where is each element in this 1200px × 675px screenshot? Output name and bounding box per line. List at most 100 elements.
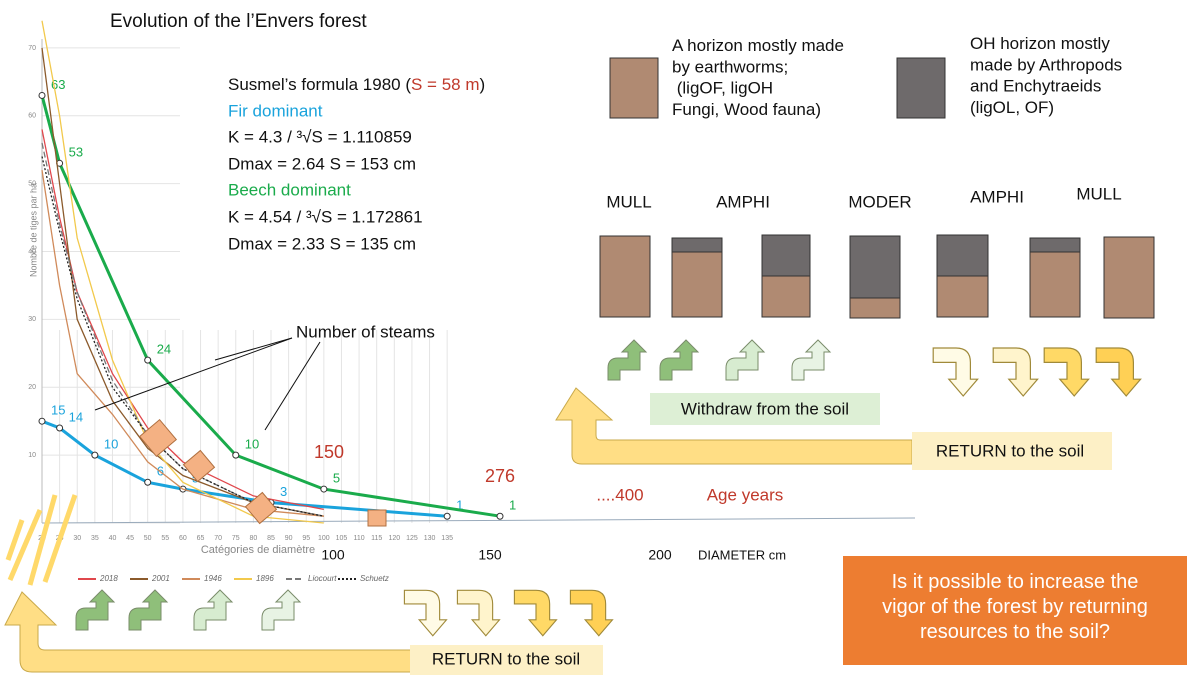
formula: Susmel’s formula 1980 (S = 58 m) Fir dom…: [228, 75, 485, 253]
annotation: 276: [485, 466, 515, 486]
point: [443, 512, 451, 520]
data-label: 1: [456, 498, 463, 513]
annotation: DIAMETER cm: [698, 547, 786, 562]
text: K = 4.3 / ³√S = 1.110859: [228, 127, 412, 146]
point: [38, 417, 46, 425]
axis: [41, 517, 916, 524]
point: [232, 451, 240, 459]
data-label: 24: [157, 342, 171, 357]
x-tick-label: 90: [285, 535, 293, 542]
pointer: [94, 337, 293, 411]
x-tick-label: 30: [73, 535, 81, 542]
annotation: Age years: [707, 485, 784, 504]
pointer: [264, 341, 321, 431]
label-box: [912, 432, 1112, 470]
annotation: 150: [314, 442, 344, 462]
x-tick-label: 70: [214, 535, 222, 542]
text: Dmax = 2.33 S = 135 cm: [228, 234, 416, 253]
x-tick-label: 95: [302, 535, 310, 542]
humus-columns: [599, 234, 1155, 319]
legend-label: 1896: [256, 574, 274, 583]
title: Evolution of the l’Envers forest: [110, 11, 367, 32]
legend-label: 2001: [151, 574, 170, 583]
point: [496, 512, 504, 520]
legend-label: 1946: [204, 574, 222, 583]
line: [41, 20, 324, 524]
data-label: 14: [69, 409, 83, 424]
point: [144, 478, 152, 486]
x-tick-label: 105: [336, 535, 348, 542]
data-label: 10: [104, 437, 118, 452]
x-tick-label: 80: [249, 535, 257, 542]
y-tick-label: 60: [28, 113, 36, 120]
point: [56, 424, 64, 432]
legend-label: Liocourt: [308, 574, 337, 583]
label-box: [650, 393, 880, 425]
line: [40, 95, 501, 518]
y-tick-label: 20: [28, 384, 36, 391]
chart: 0102030405060702025303540455055606570758…: [28, 20, 916, 583]
data-label: 1: [509, 498, 516, 513]
label: MULL: [1076, 184, 1121, 203]
point: [91, 451, 99, 459]
question: Is it possible to increase the vigor of t…: [882, 571, 1148, 643]
x-tick-label: 35: [91, 535, 99, 542]
y-axis-label: Nombre de tiges par ha: [28, 183, 38, 277]
data-label: 15: [51, 403, 65, 418]
x-tick-label: 55: [161, 535, 169, 542]
annotation: Number of steams: [296, 322, 435, 341]
x-tick-label: 45: [126, 535, 134, 542]
data-label: 5: [333, 471, 340, 486]
annotation: 150: [478, 547, 502, 563]
text: Beech dominant: [228, 180, 351, 199]
label: AMPHI: [716, 192, 770, 211]
text: Fir dominant: [228, 101, 323, 120]
point: [144, 356, 152, 364]
x-tick-label: 115: [371, 535, 382, 542]
text: Susmel’s formula 1980 (: [228, 75, 411, 94]
x-tick-label: 60: [179, 535, 187, 542]
text: S = 58 m: [411, 75, 480, 94]
point: [38, 91, 46, 99]
x-tick-label: 85: [267, 535, 275, 542]
y-tick-label: 50: [28, 181, 36, 188]
x-tick-label: 125: [406, 535, 418, 542]
label-box: [410, 645, 603, 675]
question-box: [843, 556, 1187, 665]
text: ): [480, 75, 486, 94]
label: RETURN to the soil: [936, 441, 1084, 460]
y-tick-label: 10: [28, 452, 36, 459]
label: AMPHI: [970, 187, 1024, 206]
svg-text:Susmel’s formula 1980 (S = 58: Susmel’s formula 1980 (S = 58 m): [228, 75, 485, 94]
x-tick-label: 50: [144, 535, 152, 542]
data-label: 3: [280, 484, 287, 499]
legend-text: A horizon mostly made by earthworms; (lig…: [672, 36, 844, 119]
label: MODER: [848, 192, 911, 211]
x-tick-label: 120: [388, 535, 400, 542]
line: [41, 419, 448, 518]
text: K = 4.54 / ³√S = 1.172861: [228, 207, 423, 226]
line: [41, 170, 324, 517]
x-tick-label: 135: [441, 535, 453, 542]
line: [41, 142, 324, 517]
x-tick-label: 130: [424, 535, 436, 542]
data-label: 10: [245, 437, 259, 452]
x-tick-label: 75: [232, 535, 240, 542]
line: [41, 156, 324, 517]
legend-text: OH horizon mostly made by Arthropods and E…: [970, 34, 1122, 117]
text: Dmax = 2.64 S = 153 cm: [228, 154, 416, 173]
x-tick-label: 40: [109, 535, 117, 542]
swatch: [609, 57, 659, 119]
humus-labels: MULL AMPHI MODER AMPHI MULL: [606, 184, 1121, 211]
annotation: 200: [648, 547, 672, 563]
legend-label: Schuetz: [360, 574, 389, 583]
y-tick-label: 30: [28, 316, 36, 323]
x-tick-label: 65: [197, 535, 205, 542]
label: MULL: [606, 192, 651, 211]
data-label: 53: [69, 145, 83, 160]
label: Withdraw from the soil: [681, 399, 849, 418]
label: RETURN to the soil: [432, 649, 580, 668]
y-tick-label: 70: [28, 45, 36, 52]
pointer: [214, 337, 293, 361]
